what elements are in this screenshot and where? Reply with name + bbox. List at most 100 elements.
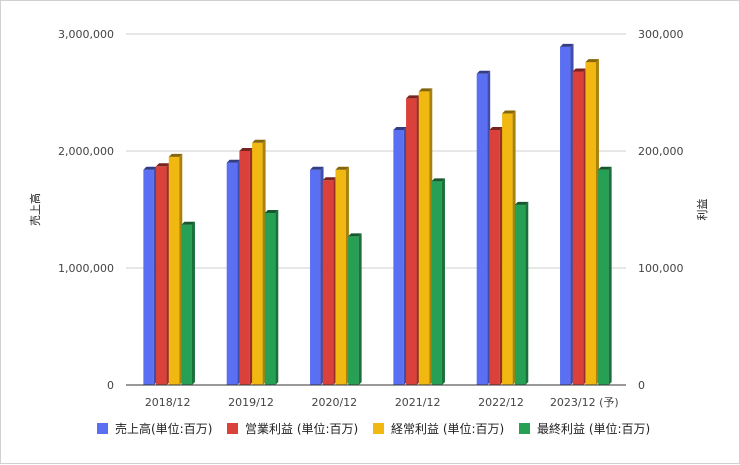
legend-item: 最終利益 (単位:百万)	[519, 421, 650, 436]
bar-top	[431, 178, 445, 182]
bar-top	[348, 233, 362, 237]
left-tick-label: 0	[107, 379, 114, 392]
bar-front	[143, 169, 154, 385]
bar	[514, 201, 529, 385]
bar-top	[502, 110, 516, 114]
bar-top	[252, 139, 266, 143]
bar-top	[560, 43, 574, 47]
bar-front	[476, 73, 488, 385]
bar-front	[239, 151, 250, 385]
bar-front	[393, 129, 404, 385]
bar	[181, 221, 195, 385]
bar-front	[406, 98, 417, 385]
bar-side	[191, 221, 195, 385]
bar	[226, 159, 241, 385]
x-tick-label: 2020/12	[311, 396, 357, 409]
right-tick-label: 100,000	[638, 262, 684, 275]
bar-front	[489, 129, 500, 385]
bar	[585, 59, 599, 386]
legend-swatch	[373, 423, 384, 434]
bar-top	[310, 166, 324, 170]
x-tick-label: 2023/12 (予)	[550, 396, 619, 409]
left-tick-label: 3,000,000	[58, 28, 114, 41]
right-axis-title: 利益	[695, 199, 709, 221]
right-tick-label: 200,000	[638, 145, 684, 158]
bar-front	[598, 169, 609, 385]
right-axis-ticks: 0 100,000 200,000 300,000	[638, 28, 684, 392]
bar	[476, 70, 491, 385]
bar	[156, 163, 170, 385]
bar	[418, 88, 433, 385]
bar-top	[322, 177, 337, 181]
bar-top	[156, 163, 170, 167]
bar-top	[143, 166, 157, 170]
legend-label: 経常利益 (単位:百万)	[391, 421, 504, 436]
bar-top	[418, 88, 433, 92]
bar	[239, 148, 253, 385]
bar-top	[406, 95, 420, 99]
x-tick-label: 2022/12	[478, 396, 524, 409]
bar-side	[275, 210, 279, 385]
bar-side	[358, 233, 362, 385]
right-tick-label: 300,000	[638, 28, 684, 41]
left-tick-label: 1,000,000	[58, 262, 114, 275]
bar-front	[264, 213, 276, 385]
bar	[168, 153, 183, 385]
bar-front	[585, 62, 596, 386]
bar-top	[489, 126, 503, 130]
bar	[310, 166, 324, 385]
bar	[502, 110, 516, 385]
bar-top	[585, 59, 599, 63]
bar-front	[348, 236, 359, 385]
bar	[431, 178, 445, 385]
legend-swatch	[97, 423, 108, 434]
bar-top	[181, 221, 195, 225]
left-axis-ticks: 0 1,000,000 2,000,000 3,000,000	[58, 28, 114, 392]
x-tick-label: 2021/12	[395, 396, 441, 409]
bar-front	[181, 224, 192, 385]
legend-label: 営業利益 (単位:百万)	[245, 421, 358, 436]
legend-item: 経常利益 (単位:百万)	[373, 421, 504, 436]
bar-front	[156, 166, 167, 385]
bar-front	[502, 113, 513, 385]
bar-side	[441, 178, 445, 385]
bar-top	[572, 68, 587, 72]
bar-top	[476, 70, 491, 74]
legend-label: 売上高(単位:百万)	[115, 421, 212, 436]
bar-front	[168, 156, 180, 385]
bars	[143, 43, 612, 386]
bar	[143, 166, 157, 385]
x-tick-label: 2019/12	[228, 396, 274, 409]
right-tick-label: 0	[638, 379, 645, 392]
bar-side	[525, 201, 529, 385]
legend-label: 最終利益 (単位:百万)	[537, 421, 650, 436]
bar-front	[418, 91, 430, 385]
bar	[489, 126, 503, 385]
bar-front	[514, 204, 526, 385]
bar-front	[322, 180, 334, 385]
bar	[406, 95, 420, 385]
bar-front	[572, 71, 584, 385]
bar	[335, 166, 349, 385]
legend: 売上高(単位:百万) 営業利益 (単位:百万) 経常利益 (単位:百万) 最終利益 (…	[97, 421, 650, 436]
bar-front	[226, 162, 238, 385]
bar	[560, 43, 574, 386]
bar-top	[168, 153, 183, 157]
bar	[264, 210, 279, 385]
bar-front	[560, 46, 571, 386]
legend-item: 営業利益 (単位:百万)	[227, 421, 358, 436]
bar-top	[514, 201, 529, 205]
x-axis-ticks: 2018/12 2019/12 2020/12 2021/12 2022/12 2023/…	[145, 396, 619, 409]
bar-top	[264, 210, 279, 214]
bar-side	[608, 166, 612, 385]
bar	[252, 139, 266, 385]
bar-front	[335, 169, 346, 385]
bar	[348, 233, 362, 385]
legend-item: 売上高(単位:百万)	[97, 421, 212, 436]
gridlines	[126, 33, 626, 269]
bar-front	[431, 181, 442, 385]
bar-top	[393, 126, 407, 130]
x-tick-label: 2018/12	[145, 396, 191, 409]
